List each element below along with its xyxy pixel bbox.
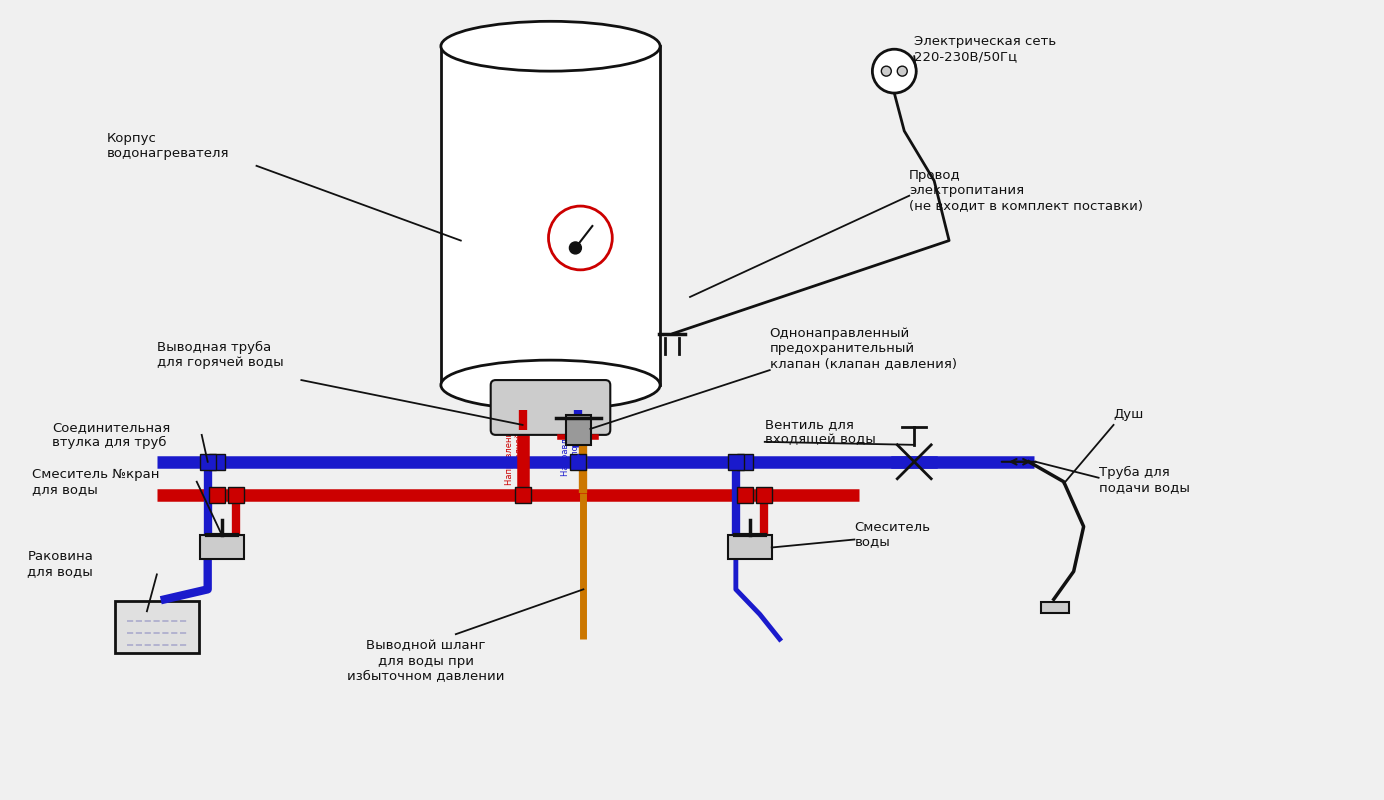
Ellipse shape bbox=[441, 360, 660, 410]
Text: Провод
электропитания
(не входит в комплект поставки): Провод электропитания (не входит в компл… bbox=[909, 170, 1143, 212]
Text: Корпус
водонагревателя: Корпус водонагревателя bbox=[107, 132, 230, 160]
Bar bbox=[227, 486, 244, 502]
Text: Соединительная
втулка для труб: Соединительная втулка для труб bbox=[53, 421, 170, 449]
Circle shape bbox=[897, 66, 908, 76]
Text: Труба для
подачи воды: Труба для подачи воды bbox=[1099, 466, 1189, 494]
Bar bbox=[1041, 602, 1068, 614]
Text: Выводной шланг
для воды при
избыточном давлении: Выводной шланг для воды при избыточном д… bbox=[347, 639, 505, 682]
FancyBboxPatch shape bbox=[491, 380, 610, 435]
Text: Направление входа
холодной воды: Направление входа холодной воды bbox=[561, 388, 580, 476]
Bar bbox=[209, 454, 224, 470]
Text: Смеситель №кран
для воды: Смеситель №кран для воды bbox=[32, 468, 159, 496]
Bar bbox=[736, 486, 753, 502]
Bar bbox=[570, 454, 587, 470]
Text: Выводная труба
для горячей воды: Выводная труба для горячей воды bbox=[156, 341, 284, 369]
Text: Направление вывода
горячей воды: Направление вывода горячей воды bbox=[505, 391, 525, 485]
Bar bbox=[736, 454, 753, 470]
Circle shape bbox=[548, 206, 612, 270]
Bar bbox=[756, 486, 772, 502]
Circle shape bbox=[872, 50, 916, 93]
Bar bbox=[515, 486, 530, 502]
Ellipse shape bbox=[441, 22, 660, 71]
Bar bbox=[209, 486, 224, 502]
Bar bbox=[566, 415, 591, 445]
Bar bbox=[728, 454, 743, 470]
Circle shape bbox=[882, 66, 891, 76]
Bar bbox=[199, 534, 244, 559]
Bar bbox=[728, 534, 772, 559]
Text: Раковина
для воды: Раковина для воды bbox=[28, 550, 93, 578]
Bar bbox=[199, 454, 216, 470]
Text: Электрическая сеть
220-230В/50Гц: Электрическая сеть 220-230В/50Гц bbox=[915, 35, 1056, 63]
Text: Смеситель
воды: Смеситель воды bbox=[854, 521, 930, 549]
Bar bbox=[441, 46, 660, 385]
Text: Однонаправленный
предохранительный
клапан (клапан давления): Однонаправленный предохранительный клапа… bbox=[770, 326, 956, 370]
Bar bbox=[115, 602, 199, 653]
Circle shape bbox=[569, 242, 581, 254]
Text: Вентиль для
входящей воды: Вентиль для входящей воды bbox=[765, 418, 876, 446]
Text: Душ: Душ bbox=[1114, 409, 1145, 422]
